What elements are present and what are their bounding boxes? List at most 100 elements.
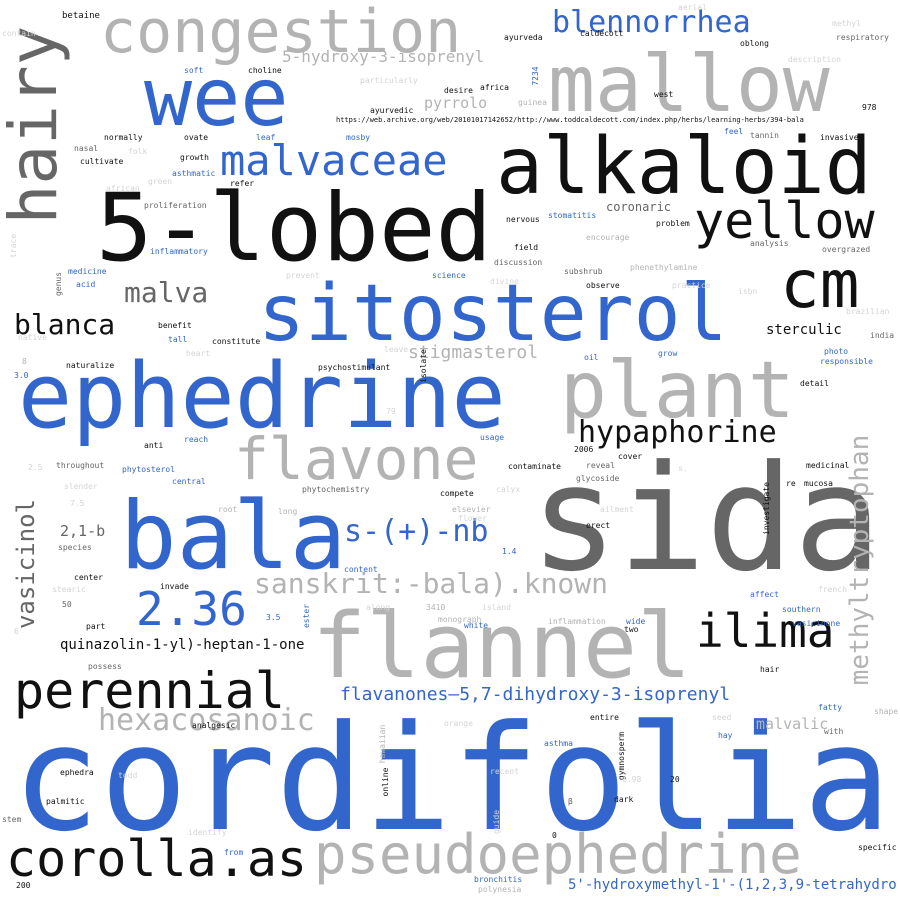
word: 3.0 <box>14 371 29 380</box>
word: benefit <box>158 321 192 330</box>
word: stem <box>2 815 22 824</box>
word: todd <box>118 771 138 780</box>
word: acid <box>76 280 96 289</box>
word: bronchitis <box>474 875 523 884</box>
word: glycoside <box>576 474 620 483</box>
word: calyx <box>496 485 521 494</box>
word: observe <box>586 281 620 290</box>
word: yellow <box>694 192 875 250</box>
word: brazilian <box>846 307 890 316</box>
word: pseudoephedrine <box>314 823 802 886</box>
word: hairy <box>0 25 72 225</box>
word: affect <box>750 590 779 599</box>
word: vasicinone <box>792 619 841 628</box>
word: subshrub <box>564 267 603 276</box>
word: wide <box>626 617 646 626</box>
word: reach <box>184 435 209 444</box>
word: palmitic <box>46 797 85 806</box>
word: growth <box>180 153 209 162</box>
word: leaf <box>256 133 276 142</box>
word: malva <box>124 276 209 309</box>
word: french <box>818 585 847 594</box>
word: blennorrhea <box>552 5 751 40</box>
word: online <box>381 767 390 797</box>
word: feel <box>724 127 744 136</box>
word: sanskrit:-bala).known <box>254 567 609 600</box>
word: hair <box>760 665 780 674</box>
word: choline <box>248 66 282 75</box>
word: 5-lobed <box>96 174 493 283</box>
word: caldecott <box>580 29 624 38</box>
word: normally <box>104 133 143 142</box>
word: 200 <box>16 881 31 890</box>
word: vasicinol <box>12 498 40 630</box>
word: ephedrine <box>18 344 506 449</box>
word: 20 <box>670 775 680 784</box>
word: detail <box>800 379 829 388</box>
word: leave <box>384 345 409 354</box>
word: grow <box>658 349 678 358</box>
word: 2.36 <box>136 582 247 636</box>
word: analysis <box>750 239 789 248</box>
word: isbn <box>738 287 758 296</box>
word: isolate <box>419 349 428 383</box>
word: discussion <box>494 258 543 267</box>
word: practice <box>672 281 711 290</box>
word: refer <box>230 179 255 188</box>
word: ovate <box>184 133 209 142</box>
word: trace <box>9 233 18 259</box>
word: 6 <box>14 627 19 636</box>
word: inflammation <box>548 617 606 626</box>
word: investigate <box>762 482 771 535</box>
word: west <box>654 90 674 99</box>
word: 978 <box>862 103 877 112</box>
word: hay <box>718 731 733 740</box>
word: 8 <box>22 357 27 366</box>
word: https://web.archive.org/web/201010171426… <box>336 116 804 124</box>
word: 3410 <box>426 603 446 612</box>
word: flower <box>458 514 487 523</box>
word: australia <box>754 764 763 808</box>
word: particularly <box>360 76 418 85</box>
word: hypaphorine <box>578 415 777 450</box>
word: flavone <box>234 425 479 493</box>
word: with <box>824 727 844 736</box>
word: wee <box>144 51 289 144</box>
word: 2.5 <box>28 463 43 472</box>
word: plant <box>560 346 795 436</box>
word: mallow <box>548 40 830 130</box>
word: methyl <box>832 19 861 28</box>
word: slender <box>64 482 98 491</box>
word: proliferation <box>144 201 207 210</box>
word: root <box>218 505 238 514</box>
word: cultivate <box>80 157 124 166</box>
word: 7234 <box>531 66 540 86</box>
word: tannin <box>750 131 779 140</box>
word: alkaloid <box>496 122 872 212</box>
word: ayurveda <box>504 33 543 42</box>
word: sterculic <box>766 322 842 338</box>
word: india <box>870 331 895 340</box>
word: science <box>432 271 466 280</box>
word: stearic <box>52 585 86 594</box>
word: flannel <box>312 594 692 699</box>
word: psychostimulant <box>318 363 391 372</box>
word: aerial <box>678 3 707 12</box>
word: identify <box>188 828 227 837</box>
word: methyltryptophan <box>845 434 875 686</box>
word: africa <box>480 83 509 92</box>
word: ilima <box>696 604 835 658</box>
word: invasive <box>820 133 859 142</box>
word: specific <box>858 843 897 852</box>
word: field <box>514 243 539 252</box>
word: stomatitis <box>548 211 597 220</box>
word: throughout <box>56 461 105 470</box>
word: part <box>86 622 106 631</box>
word: oblong <box>740 39 769 48</box>
word: betaine <box>62 11 100 21</box>
word: nervous <box>506 215 540 224</box>
word: overgrazed <box>822 245 871 254</box>
word: orange <box>444 719 473 728</box>
word: dark <box>614 795 634 804</box>
word: 50 <box>62 600 72 609</box>
